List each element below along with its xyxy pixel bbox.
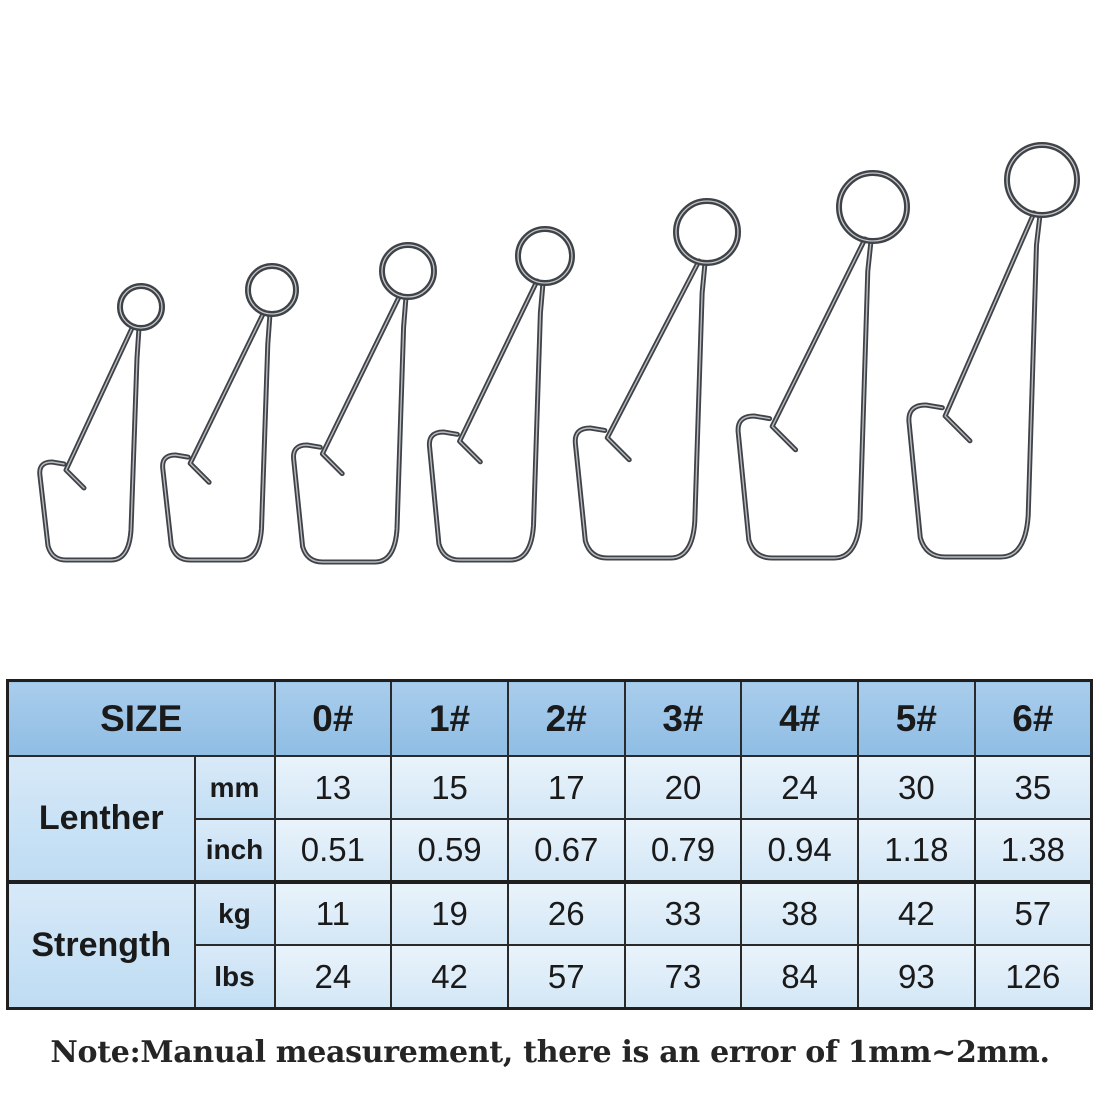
table-cell: 0.51 xyxy=(273,818,393,884)
table-cell: 84 xyxy=(740,944,860,1010)
size-spec-table: SIZE 0# 1# 2# 3# 4# 5# 6# Lenther mm 13 … xyxy=(6,679,1093,1010)
product-photo xyxy=(37,142,1080,565)
table-cell: 42 xyxy=(390,944,509,1010)
table-cell: 35 xyxy=(973,754,1093,821)
table-cell: 0.67 xyxy=(506,818,626,884)
size-header-row: SIZE 0# 1# 2# 3# 4# 5# 6# xyxy=(6,679,1093,757)
kg-unit-label: kg xyxy=(193,880,276,947)
snap-1-icon xyxy=(160,263,299,563)
table-cell: 38 xyxy=(740,880,860,947)
strength-lbs-row: lbs 24 42 57 73 84 93 126 xyxy=(8,944,1093,1010)
table-cell: 15 xyxy=(390,754,509,821)
lbs-unit-label: lbs xyxy=(193,944,276,1010)
table-cell: 11 xyxy=(273,880,393,947)
snap-5-icon xyxy=(735,170,910,561)
table-cell: 57 xyxy=(973,880,1093,947)
size-header-cell: 0# xyxy=(273,679,393,757)
size-header-cell: 3# xyxy=(623,679,743,757)
table-cell: 1.18 xyxy=(857,818,976,884)
table-cell: 24 xyxy=(273,944,393,1010)
length-inch-row: inch 0.51 0.59 0.67 0.79 0.94 1.18 1.38 xyxy=(8,818,1093,884)
table-cell: 42 xyxy=(857,880,976,947)
snap-0-icon xyxy=(37,283,165,563)
table-cell: 1.38 xyxy=(973,818,1093,884)
size-header-cell: 4# xyxy=(740,679,860,757)
mm-unit-label: mm xyxy=(193,754,276,821)
strength-group-label: Strength xyxy=(6,880,196,1010)
table-cell: 17 xyxy=(506,754,626,821)
snap-4-icon xyxy=(572,198,741,561)
snap-2-icon xyxy=(291,242,437,565)
table-cell: 57 xyxy=(506,944,626,1010)
table-cell: 93 xyxy=(857,944,976,1010)
size-header-cell: 6# xyxy=(973,679,1093,757)
table-cell: 20 xyxy=(623,754,743,821)
table-cell: 0.59 xyxy=(390,818,509,884)
inch-unit-label: inch xyxy=(193,818,276,884)
size-header-cell: 2# xyxy=(506,679,626,757)
size-header-cell: 5# xyxy=(857,679,976,757)
length-mm-row: Lenther mm 13 15 17 20 24 30 35 xyxy=(6,754,1093,884)
table-cell: 0.94 xyxy=(740,818,860,884)
table-cell: 126 xyxy=(973,944,1093,1010)
table-cell: 30 xyxy=(857,754,976,821)
table-cell: 26 xyxy=(506,880,626,947)
length-group-label: Lenther xyxy=(6,754,196,884)
size-header-cell: 1# xyxy=(390,679,509,757)
table-cell: 19 xyxy=(390,880,509,947)
strength-kg-row: Strength kg 11 19 26 33 38 42 57 xyxy=(6,880,1093,1010)
table-cell: 24 xyxy=(740,754,860,821)
size-header-label: SIZE xyxy=(6,679,276,757)
table-cell: 73 xyxy=(623,944,743,1010)
snap-6-icon xyxy=(906,142,1080,560)
table-cell: 0.79 xyxy=(623,818,743,884)
measurement-note: Note:Manual measurement, there is an err… xyxy=(50,1035,1050,1070)
table-cell: 33 xyxy=(623,880,743,947)
snap-3-icon xyxy=(426,226,575,563)
table-cell: 13 xyxy=(273,754,393,821)
